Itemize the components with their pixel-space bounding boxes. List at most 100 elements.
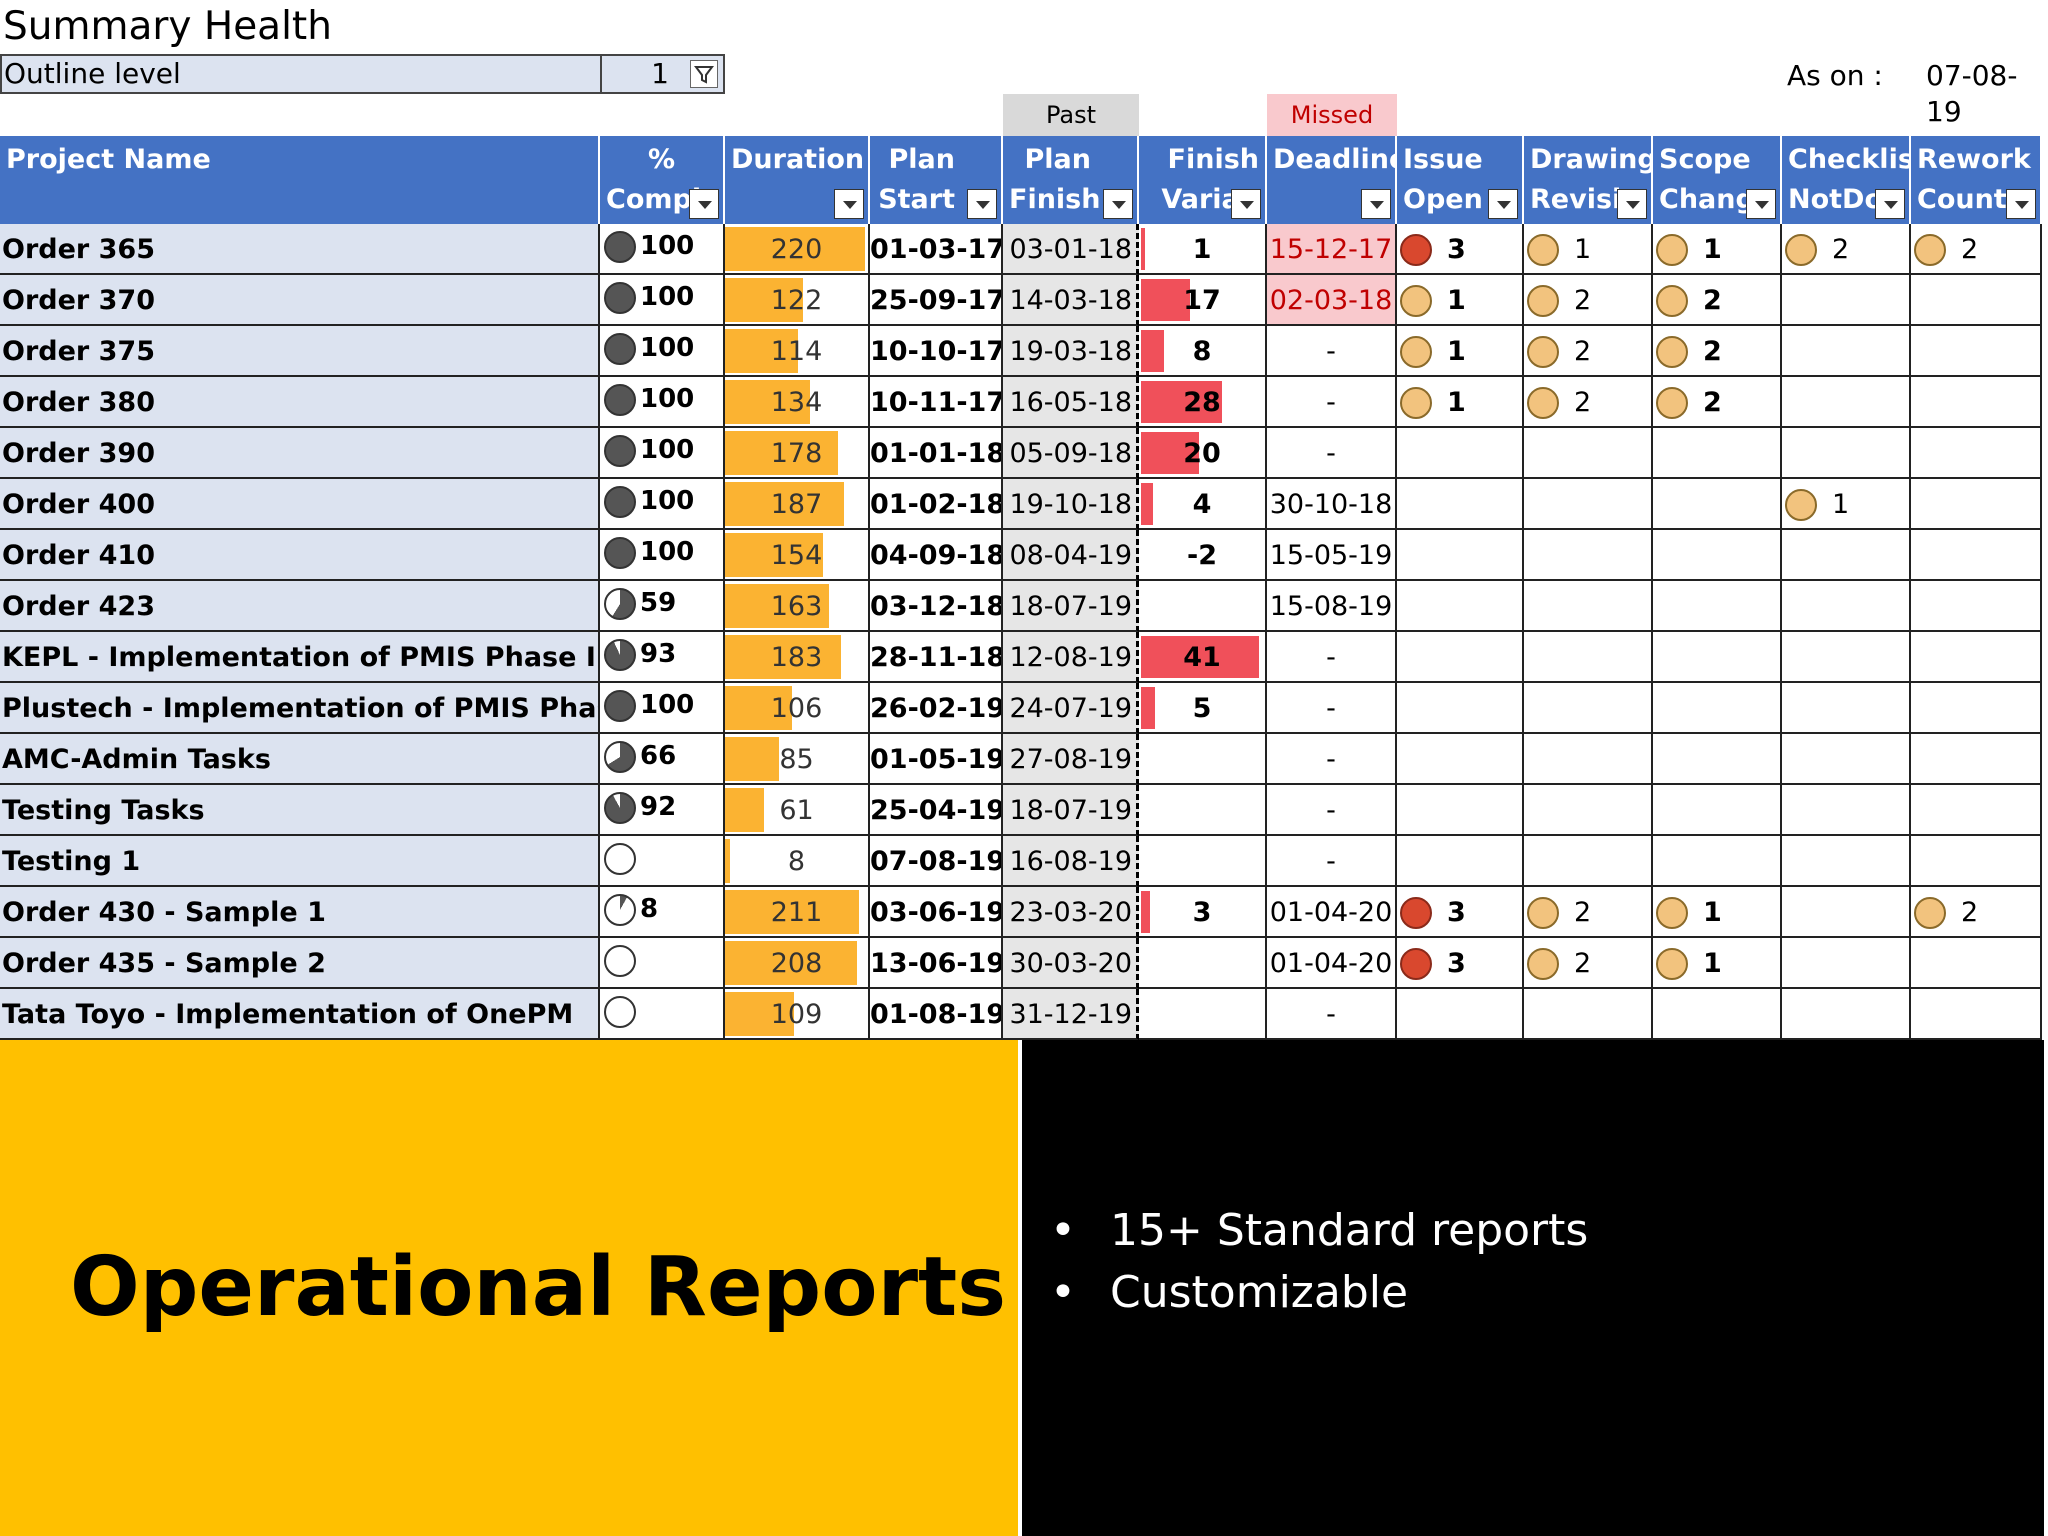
- column-header[interactable]: % Compl: [600, 136, 725, 224]
- scope-cell: [1653, 632, 1782, 683]
- deadline-cell: -: [1267, 683, 1397, 734]
- plan-start-cell: 03-06-19: [870, 887, 1003, 938]
- filter-dropdown-icon[interactable]: [1361, 189, 1391, 219]
- variance-cell: [1139, 938, 1267, 989]
- variance-bar: [1141, 636, 1259, 678]
- issue-count: 3: [1447, 897, 1466, 928]
- filter-dropdown-icon[interactable]: [1617, 189, 1647, 219]
- checklist-cell: 2: [1782, 224, 1911, 275]
- plan-start-cell: 01-02-18: [870, 479, 1003, 530]
- checklist-cell: [1782, 326, 1911, 377]
- column-header[interactable]: Checklist NotDo: [1782, 136, 1911, 224]
- completion-status-icon: [604, 945, 636, 977]
- column-header[interactable]: Finish Varian: [1139, 136, 1267, 224]
- project-name-cell: Order 423: [0, 581, 600, 632]
- column-header-line1: Project Name: [6, 144, 211, 175]
- column-header[interactable]: Drawing Revisio: [1524, 136, 1653, 224]
- column-header[interactable]: Project Name: [0, 136, 600, 224]
- percent-complete-value: 92: [640, 792, 677, 822]
- rework-cell: [1911, 734, 2042, 785]
- issue-cell: [1397, 479, 1524, 530]
- project-name-cell: Order 430 - Sample 1: [0, 887, 600, 938]
- project-name-cell: Order 370: [0, 275, 600, 326]
- issue-cell: [1397, 632, 1524, 683]
- checklist-cell: 1: [1782, 479, 1911, 530]
- as-on-label: As on :: [1787, 59, 1883, 92]
- column-header[interactable]: Rework Count: [1911, 136, 2042, 224]
- column-header-line2: Open: [1403, 184, 1483, 215]
- variance-bar: [1141, 279, 1190, 321]
- rework-cell: [1911, 785, 2042, 836]
- duration-bar: [725, 737, 779, 781]
- plan-finish-cell: 08-04-19: [1003, 530, 1139, 581]
- checklist-cell: [1782, 683, 1911, 734]
- issue-cell: [1397, 683, 1524, 734]
- project-name-cell: Order 390: [0, 428, 600, 479]
- status-indicator-icon: [1656, 948, 1688, 980]
- column-header-line1: Scope: [1659, 144, 1751, 175]
- filter-dropdown-icon[interactable]: [1103, 189, 1133, 219]
- filter-dropdown-icon[interactable]: [967, 189, 997, 219]
- deadline-cell: 15-08-19: [1267, 581, 1397, 632]
- status-indicator-icon: [1527, 336, 1559, 368]
- status-indicator-icon: [1527, 387, 1559, 419]
- filter-dropdown-icon[interactable]: [1875, 189, 1905, 219]
- plan-start-cell: 26-02-19: [870, 683, 1003, 734]
- checklist-cell: [1782, 377, 1911, 428]
- percent-complete-value: 100: [640, 282, 695, 312]
- issue-count: 1: [1447, 285, 1466, 316]
- column-header[interactable]: Plan Start: [870, 136, 1003, 224]
- variance-value: 1: [1192, 234, 1212, 265]
- column-header[interactable]: Duration: [725, 136, 870, 224]
- project-name-cell: AMC-Admin Tasks: [0, 734, 600, 785]
- plan-start-cell: 03-12-18: [870, 581, 1003, 632]
- filter-dropdown-icon[interactable]: [2006, 189, 2036, 219]
- deadline-cell: -: [1267, 989, 1397, 1040]
- duration-cell: 187: [725, 479, 870, 530]
- rework-cell: [1911, 530, 2042, 581]
- rework-cell: [1911, 275, 2042, 326]
- column-header[interactable]: Deadline: [1267, 136, 1397, 224]
- column-header-line2: Finish: [1009, 184, 1101, 215]
- completion-status-icon: [604, 843, 636, 875]
- column-header[interactable]: Plan Finish: [1003, 136, 1139, 224]
- outline-filter-icon[interactable]: [690, 60, 718, 88]
- deadline-cell: -: [1267, 734, 1397, 785]
- variance-cell: 8: [1139, 326, 1267, 377]
- completion-status-icon: [604, 639, 636, 671]
- scope-cell: [1653, 428, 1782, 479]
- issue-cell: 1: [1397, 326, 1524, 377]
- variance-value: 20: [1183, 438, 1221, 469]
- duration-value: 154: [770, 540, 823, 571]
- rework-count: 2: [1961, 897, 1979, 928]
- checklist-cell: [1782, 887, 1911, 938]
- issue-cell: [1397, 836, 1524, 887]
- column-header[interactable]: Issue Open: [1397, 136, 1524, 224]
- issue-cell: [1397, 785, 1524, 836]
- column-header[interactable]: Scope Change: [1653, 136, 1782, 224]
- pct-cell: 8: [600, 887, 725, 938]
- variance-value: 5: [1192, 693, 1212, 724]
- plan-finish-cell: 27-08-19: [1003, 734, 1139, 785]
- duration-value: 211: [770, 897, 823, 928]
- pct-cell: 59: [600, 581, 725, 632]
- column-header-line2: Start: [878, 184, 955, 215]
- scope-cell: [1653, 734, 1782, 785]
- drawing-count: 2: [1574, 285, 1592, 316]
- column-header-line1: Duration: [731, 144, 865, 175]
- variance-cell: 20: [1139, 428, 1267, 479]
- status-indicator-icon: [1400, 387, 1432, 419]
- duration-cell: 154: [725, 530, 870, 581]
- filter-dropdown-icon[interactable]: [834, 189, 864, 219]
- plan-start-cell: 13-06-19: [870, 938, 1003, 989]
- plan-start-cell: 28-11-18: [870, 632, 1003, 683]
- variance-cell: 17: [1139, 275, 1267, 326]
- issue-count: 3: [1447, 948, 1466, 979]
- filter-dropdown-icon[interactable]: [689, 189, 719, 219]
- filter-dropdown-icon[interactable]: [1746, 189, 1776, 219]
- drawing-cell: 1: [1524, 224, 1653, 275]
- banner-left-panel: [0, 1040, 1018, 1536]
- filter-dropdown-icon[interactable]: [1231, 189, 1261, 219]
- completion-status-icon: [604, 282, 636, 314]
- filter-dropdown-icon[interactable]: [1488, 189, 1518, 219]
